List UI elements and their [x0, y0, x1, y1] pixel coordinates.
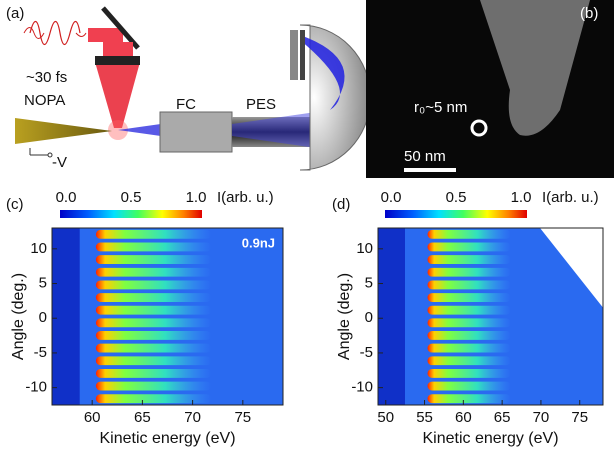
colorbar-tick-label: 1.0 [186, 189, 207, 206]
heatmap-background [52, 228, 283, 405]
heatmap [52, 228, 283, 405]
y-tick-label: 0 [365, 309, 373, 326]
label: NOPA [24, 92, 65, 109]
panel-label: (a) [6, 5, 24, 22]
heatmap-stripe [428, 331, 511, 340]
heatmap-stripe [428, 293, 511, 302]
colorbar-tick-label: 0.5 [446, 189, 467, 206]
heatmap-stripe [428, 394, 511, 403]
heatmap-stripe [428, 268, 511, 277]
y-axis-label: Angle (deg.) [10, 273, 27, 360]
heatmap [378, 228, 603, 405]
heatmap-stripe [428, 382, 511, 391]
colorbar-label: I(arb. u.) [542, 189, 599, 206]
colorbar-tick-label: 1.0 [511, 189, 532, 206]
setup-diagram [15, 8, 370, 170]
heatmap-low [52, 228, 80, 405]
x-tick-label: 60 [455, 409, 472, 426]
colorbar [385, 210, 527, 218]
heatmap-stripe [428, 230, 511, 239]
panel-label: (d) [332, 196, 350, 213]
figure: (a) ~30 fs NOPA -V FC PES (b) r₀~5 nm 50… [0, 0, 614, 457]
x-axis-label: Kinetic energy (eV) [422, 430, 558, 447]
heatmap-stripe [428, 243, 511, 252]
y-tick-label: 5 [39, 274, 47, 291]
x-tick-label: 75 [571, 409, 588, 426]
label: FC [176, 96, 196, 113]
colorbar-label: I(arb. u.) [217, 189, 274, 206]
heatmap-low [378, 228, 405, 405]
x-tick-label: 70 [184, 409, 201, 426]
x-tick-label: 65 [494, 409, 511, 426]
y-tick-label: -10 [25, 379, 47, 396]
heatmap-stripe [428, 306, 511, 315]
heatmap-stripe [96, 268, 212, 277]
heatmap-stripe [96, 306, 212, 315]
label: -V [52, 154, 67, 171]
heatmap-stripe [96, 394, 212, 403]
colorbar [60, 210, 202, 218]
heatmap-stripe [96, 280, 212, 289]
heatmap-stripe [428, 318, 511, 327]
y-tick-label: 10 [356, 240, 373, 257]
x-tick-label: 55 [416, 409, 433, 426]
heatmap-stripe [96, 356, 212, 365]
heatmap-stripe [96, 344, 212, 353]
y-axis-label: Angle (deg.) [336, 273, 353, 360]
x-tick-label: 50 [377, 409, 394, 426]
y-tick-label: 0 [39, 309, 47, 326]
y-tick-label: 5 [365, 274, 373, 291]
y-tick-label: -5 [360, 344, 373, 361]
heatmap-stripe [96, 331, 212, 340]
annotation: 0.9nJ [242, 235, 275, 250]
x-axis-label: Kinetic energy (eV) [99, 430, 235, 447]
scale-label: 50 nm [404, 148, 446, 165]
heatmap-stripe [428, 356, 511, 365]
x-tick-label: 70 [533, 409, 550, 426]
heatmap-stripe [96, 293, 212, 302]
annotation: 1.2nJ [562, 235, 595, 250]
heatmap-stripe [428, 255, 511, 264]
colorbar-tick-label: 0.0 [56, 189, 77, 206]
heatmap-stripe [96, 255, 212, 264]
heatmap-stripe [96, 382, 212, 391]
x-tick-label: 60 [84, 409, 101, 426]
y-tick-label: -5 [34, 344, 47, 361]
heatmap-stripe [96, 369, 212, 378]
heatmap-stripe [96, 230, 212, 239]
label: ~30 fs [26, 69, 67, 86]
heatmap-stripe [428, 369, 511, 378]
heatmap-stripe [428, 280, 511, 289]
x-tick-label: 65 [134, 409, 151, 426]
heatmap-stripe [96, 243, 212, 252]
panel-label: (c) [6, 196, 24, 213]
heatmap-stripe [96, 318, 212, 327]
y-tick-label: -10 [351, 379, 373, 396]
label: PES [246, 96, 276, 113]
x-tick-label: 75 [234, 409, 251, 426]
heatmap-stripe [428, 344, 511, 353]
panel-label: (b) [580, 5, 598, 22]
colorbar-tick-label: 0.5 [121, 189, 142, 206]
colorbar-tick-label: 0.0 [381, 189, 402, 206]
y-tick-label: 10 [30, 240, 47, 257]
label: r₀~5 nm [414, 99, 467, 116]
